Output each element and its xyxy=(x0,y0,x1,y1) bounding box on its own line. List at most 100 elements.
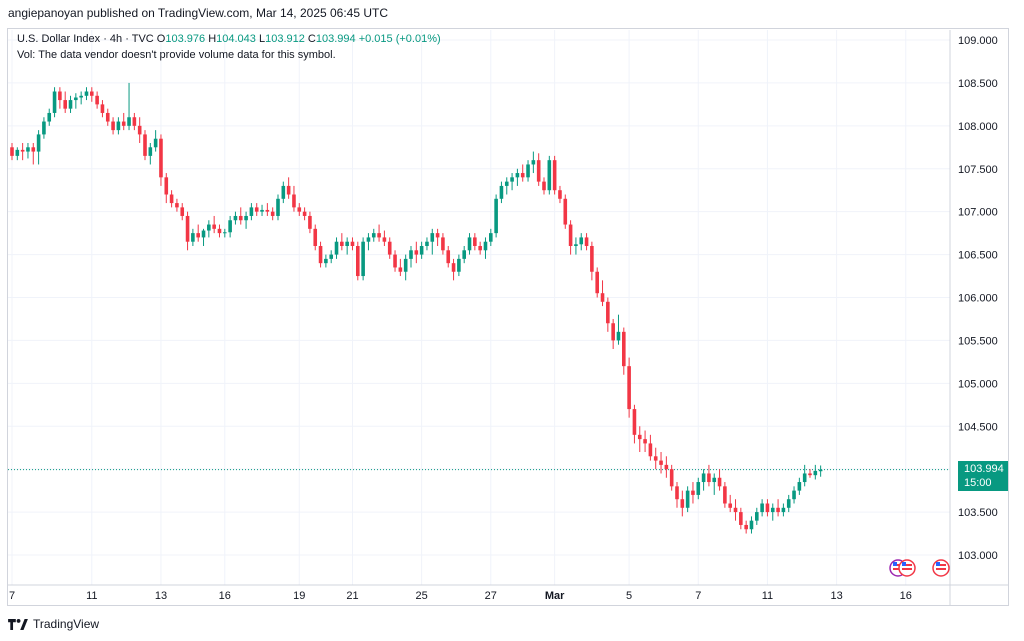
x-tick-label: 21 xyxy=(346,590,358,602)
candle-body xyxy=(137,125,142,135)
candle-body xyxy=(441,237,445,251)
candle-body xyxy=(254,207,259,212)
candle-body xyxy=(79,95,83,98)
x-tick-label: 19 xyxy=(293,590,305,602)
candle-body xyxy=(281,185,286,199)
y-tick-label: 105.000 xyxy=(958,378,998,390)
candle-body xyxy=(558,190,562,199)
candle-body xyxy=(345,241,349,246)
candle-body xyxy=(547,160,552,191)
candle-body xyxy=(818,469,823,472)
candle-body xyxy=(595,271,599,294)
candle-body xyxy=(169,194,174,204)
candle-body xyxy=(536,160,541,182)
candle-body xyxy=(451,263,456,272)
candle-body xyxy=(132,117,137,126)
candle-body xyxy=(217,228,222,234)
x-tick-label: 16 xyxy=(900,590,912,602)
y-tick-label: 104.500 xyxy=(958,421,998,433)
candle-body xyxy=(377,233,381,238)
x-tick-label: 13 xyxy=(155,590,167,602)
candle-body xyxy=(121,121,126,126)
candle-body xyxy=(292,194,296,208)
close-label: C xyxy=(307,33,316,45)
candle-body xyxy=(797,482,802,491)
candle-body xyxy=(356,246,360,277)
candle-body xyxy=(526,164,530,178)
candle-body xyxy=(52,91,57,113)
candle-body xyxy=(584,237,589,246)
symbol-title[interactable]: U.S. Dollar Index · 4h · TVC xyxy=(17,33,154,45)
candle-body xyxy=(238,215,243,221)
y-tick-label: 103.000 xyxy=(958,550,998,562)
high-value: 104.043 xyxy=(216,33,256,45)
candle-body xyxy=(175,203,179,208)
flag-canton-icon xyxy=(902,562,906,566)
y-tick-label: 105.500 xyxy=(958,335,998,347)
change-value: +0.015 (+0.01%) xyxy=(358,33,441,45)
candle-body xyxy=(648,443,653,457)
low-value: 103.912 xyxy=(265,33,305,45)
candle-body xyxy=(100,104,105,113)
candle-body xyxy=(403,258,408,272)
candle-body xyxy=(446,250,451,264)
candle-body xyxy=(84,91,89,96)
candle-body xyxy=(340,241,344,246)
candle-body xyxy=(499,185,504,199)
candle-body xyxy=(685,490,690,508)
candle-body xyxy=(792,490,796,500)
candle-body xyxy=(606,301,610,324)
x-tick-label: 27 xyxy=(485,590,497,602)
candle-body xyxy=(233,215,238,221)
candle-body xyxy=(707,473,711,483)
x-tick-label: 7 xyxy=(9,590,15,602)
candle-body xyxy=(664,464,669,470)
candle-body xyxy=(701,473,706,483)
candle-body xyxy=(760,503,764,513)
candle-body xyxy=(387,241,392,255)
x-tick-label: Mar xyxy=(545,590,565,602)
x-tick-label: 16 xyxy=(219,590,231,602)
candle-body xyxy=(414,250,419,255)
candle-body xyxy=(419,246,424,255)
candle-body xyxy=(350,241,355,246)
candle-body xyxy=(808,473,812,476)
candle-body xyxy=(15,149,20,156)
open-value: 103.976 xyxy=(165,33,206,45)
candle-body xyxy=(308,215,312,229)
candle-body xyxy=(318,246,323,264)
x-tick-label: 11 xyxy=(762,590,773,602)
candle-body xyxy=(409,250,413,259)
candle-body xyxy=(574,244,578,246)
candle-body xyxy=(733,507,738,513)
candle-body xyxy=(430,233,435,242)
y-tick-label: 107.500 xyxy=(958,164,998,176)
candle-body xyxy=(489,233,493,242)
candle-body xyxy=(58,91,62,101)
candle-body xyxy=(531,160,536,165)
candle-body xyxy=(669,469,674,487)
candle-body xyxy=(191,233,195,242)
footer-brand[interactable]: TradingView xyxy=(33,617,100,631)
candle-body xyxy=(148,147,153,156)
candle-body xyxy=(276,198,280,216)
candle-body xyxy=(770,507,775,513)
candle-body xyxy=(74,97,78,101)
x-tick-label: 25 xyxy=(416,590,428,602)
candle-body xyxy=(579,237,584,245)
candle-body xyxy=(435,233,440,238)
candle-body xyxy=(223,232,227,234)
candle-body xyxy=(398,267,403,272)
candle-body xyxy=(20,149,25,152)
candle-body xyxy=(244,215,248,221)
candle-body xyxy=(302,211,307,216)
candle-body xyxy=(643,439,647,444)
candle-body xyxy=(494,198,498,234)
candle-body xyxy=(201,230,206,238)
candle-body xyxy=(611,323,615,341)
publisher-line: angiepanoyan published on TradingView.co… xyxy=(8,6,389,20)
candle-body xyxy=(680,499,685,508)
ohlc-legend: U.S. Dollar Index · 4h · TVC O103.976 H1… xyxy=(17,33,441,45)
y-tick-label: 106.000 xyxy=(958,293,998,305)
